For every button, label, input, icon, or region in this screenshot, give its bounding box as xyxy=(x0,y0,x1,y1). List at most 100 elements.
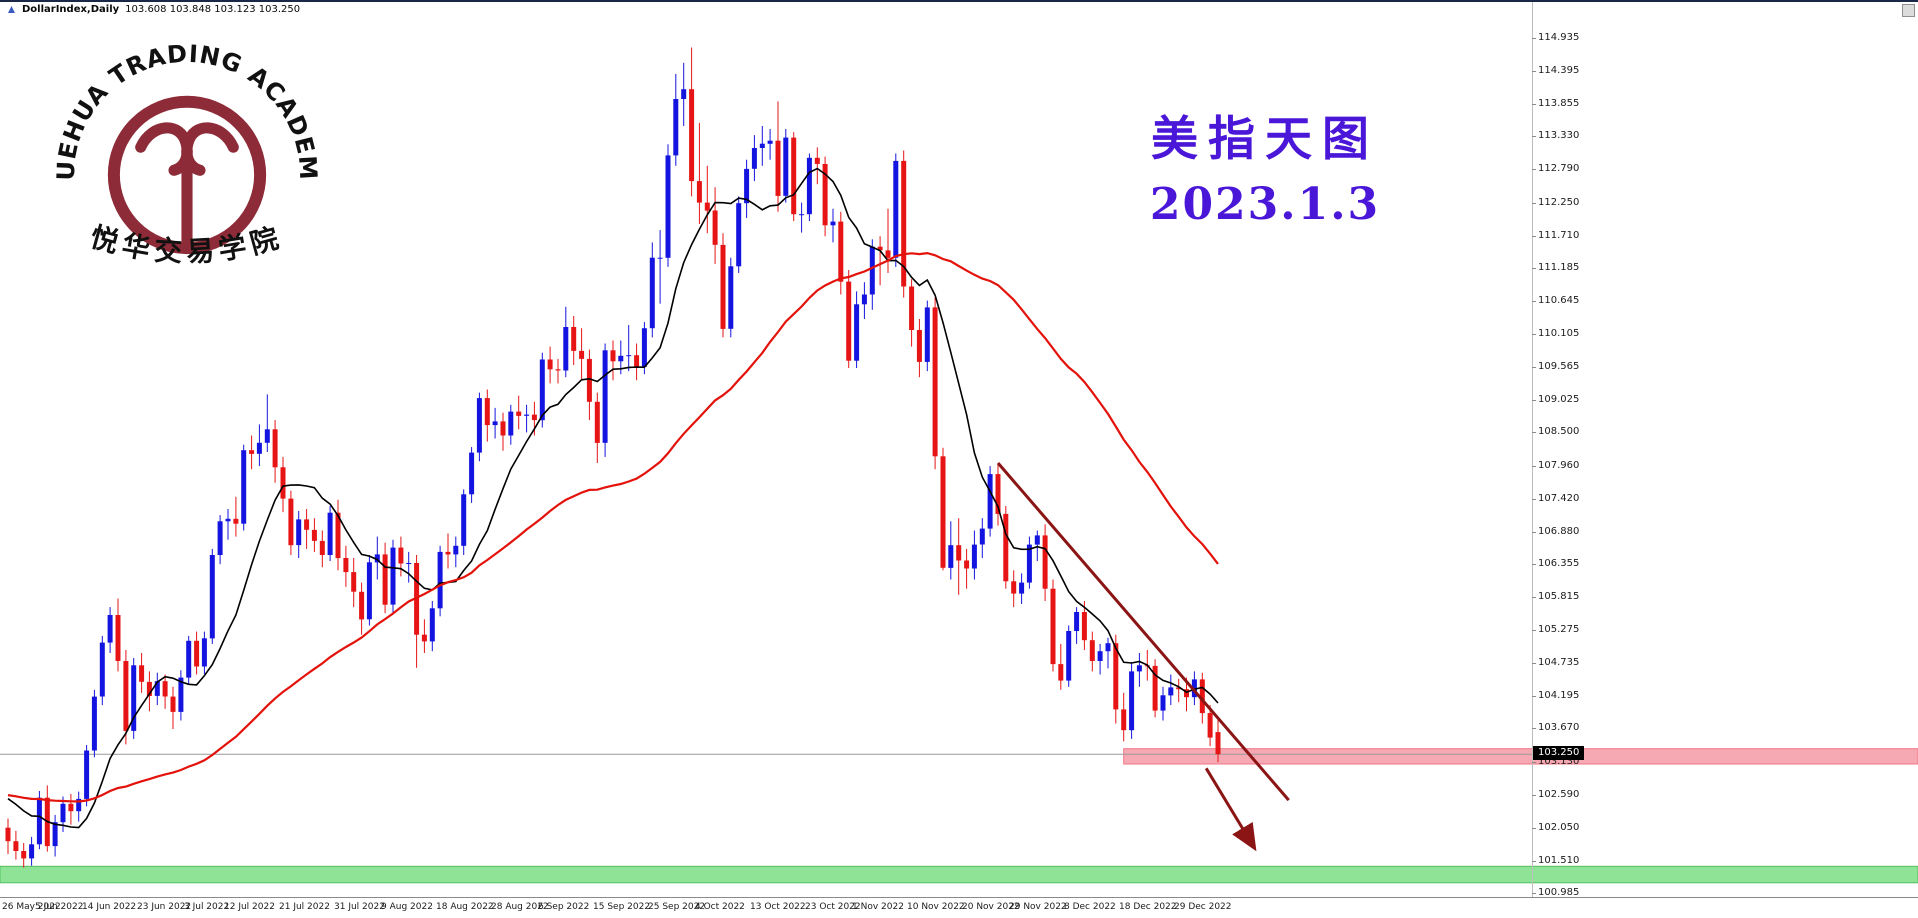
price-scale-label: 111.185 xyxy=(1538,262,1580,273)
price-scale-tick xyxy=(1532,728,1536,729)
price-scale-label: 100.985 xyxy=(1538,887,1580,898)
price-scale-tick xyxy=(1532,367,1536,368)
price-scale-label: 109.565 xyxy=(1538,361,1580,372)
price-scale-tick xyxy=(1532,301,1536,302)
window-top-border xyxy=(0,0,1918,2)
price-scale-label: 106.355 xyxy=(1538,558,1580,569)
time-axis-label: 21 Jul 2022 xyxy=(279,902,330,912)
time-axis-label: 10 Nov 2022 xyxy=(907,902,965,912)
price-scale-tick xyxy=(1532,597,1536,598)
time-axis-label: 6 Sep 2022 xyxy=(538,902,590,912)
ohlc-values: 103.608 103.848 103.123 103.250 xyxy=(125,4,301,15)
price-scale-label: 113.855 xyxy=(1538,98,1580,109)
price-scale-label: 102.050 xyxy=(1538,822,1580,833)
price-scale-label: 111.710 xyxy=(1538,230,1580,241)
price-scale-tick xyxy=(1532,828,1536,829)
symbol-icon xyxy=(8,6,15,13)
candles xyxy=(5,47,1221,868)
price-scale-label: 107.960 xyxy=(1538,460,1580,471)
price-scale-label: 110.105 xyxy=(1538,328,1580,339)
time-axis-label: 26 May 2022 xyxy=(2,902,61,912)
annotation-date: 2023.1.3 xyxy=(1149,179,1381,230)
time-axis-label: 4 Oct 2022 xyxy=(695,902,745,912)
time-axis-label: 3 Jul 2022 xyxy=(184,902,230,912)
time-axis-label: 23 Jun 2022 xyxy=(137,902,192,912)
support-zone[interactable] xyxy=(0,865,1918,884)
price-scale-label: 105.815 xyxy=(1538,591,1580,602)
down-arrow[interactable] xyxy=(1204,767,1257,852)
price-scale-tick xyxy=(1532,432,1536,433)
scroll-button[interactable] xyxy=(1902,4,1915,17)
annotation-title: 美指天图 xyxy=(1151,112,1379,167)
price-scale-tick xyxy=(1532,795,1536,796)
price-scale-label: 113.330 xyxy=(1538,130,1580,141)
ma-fast-line xyxy=(7,167,1219,829)
price-scale-label: 103.670 xyxy=(1538,722,1580,733)
price-scale-tick xyxy=(1532,136,1536,137)
price-scale-tick xyxy=(1532,169,1536,170)
price-scale-tick xyxy=(1532,466,1536,467)
ma-slow-line xyxy=(7,251,1219,803)
time-axis-label: 13 Oct 2022 xyxy=(750,902,806,912)
time-axis-label: 29 Dec 2022 xyxy=(1174,902,1232,912)
academy-logo: YUEHUA TRADING ACADEMY 悦华交易学院 xyxy=(38,0,326,290)
time-axis-label: 8 Dec 2022 xyxy=(1064,902,1116,912)
time-axis-label: 20 Nov 2022 xyxy=(962,902,1020,912)
price-scale-tick xyxy=(1532,893,1536,894)
price-scale-tick xyxy=(1532,104,1536,105)
price-scale-label: 103.130 xyxy=(1538,756,1580,767)
price-scale-label: 105.275 xyxy=(1538,624,1580,635)
current-price-tag: 103.250 xyxy=(1533,746,1585,760)
price-scale-tick xyxy=(1532,532,1536,533)
price-scale-label: 109.025 xyxy=(1538,394,1580,405)
logo-right-horn-icon xyxy=(181,122,239,176)
trendline[interactable] xyxy=(996,462,1290,802)
price-scale-label: 110.645 xyxy=(1538,295,1580,306)
price-scale-label: 104.735 xyxy=(1538,657,1580,668)
time-axis-label: 15 Sep 2022 xyxy=(593,902,651,912)
time-axis-label: 31 Jul 2022 xyxy=(334,902,385,912)
price-scale-tick xyxy=(1532,630,1536,631)
symbol-period-label: DollarIndex,Daily xyxy=(22,4,120,15)
price-scale-label: 102.590 xyxy=(1538,789,1580,800)
time-axis-label: 5 Jun 2022 xyxy=(35,902,84,912)
price-scale-label: 106.880 xyxy=(1538,526,1580,537)
price-scale[interactable]: 103.250 114.935 114.395 113.855 113.330 112.… xyxy=(1532,0,1918,898)
price-scale-label: 101.510 xyxy=(1538,855,1580,866)
price-scale-tick xyxy=(1532,334,1536,335)
price-scale-tick xyxy=(1532,762,1536,763)
logo-left-horn-icon xyxy=(135,122,193,176)
price-scale-label: 108.500 xyxy=(1538,426,1580,437)
current-price-value: 103.250 xyxy=(1538,747,1580,758)
price-scale-label: 114.395 xyxy=(1538,65,1580,76)
price-scale-label: 114.935 xyxy=(1538,32,1580,43)
time-axis-label: 9 Aug 2022 xyxy=(381,902,433,912)
price-scale-label: 112.790 xyxy=(1538,163,1580,174)
price-scale-tick xyxy=(1532,564,1536,565)
time-axis-label: 28 Aug 2022 xyxy=(491,902,549,912)
price-scale-tick xyxy=(1532,663,1536,664)
price-scale-tick xyxy=(1532,38,1536,39)
price-scale-tick xyxy=(1532,499,1536,500)
price-scale-label: 112.250 xyxy=(1538,197,1580,208)
price-scale-tick xyxy=(1532,236,1536,237)
time-axis-label: 23 Oct 2022 xyxy=(805,902,861,912)
price-scale-label: 104.195 xyxy=(1538,690,1580,701)
time-axis[interactable]: 26 May 2022 5 Jun 2022 14 Jun 2022 23 Jun 2… xyxy=(0,898,1918,918)
time-axis-label: 18 Dec 2022 xyxy=(1119,902,1177,912)
price-scale-tick xyxy=(1532,268,1536,269)
time-axis-label: 14 Jun 2022 xyxy=(82,902,137,912)
time-axis-label: 12 Jul 2022 xyxy=(224,902,275,912)
chart-title-bar: DollarIndex,Daily 103.608 103.848 103.12… xyxy=(7,4,300,15)
price-scale-separator xyxy=(1532,2,1533,897)
time-axis-label: 29 Nov 2022 xyxy=(1009,902,1067,912)
time-axis-separator xyxy=(0,897,1918,898)
price-scale-tick xyxy=(1532,696,1536,697)
price-scale-label: 107.420 xyxy=(1538,493,1580,504)
price-scale-tick xyxy=(1532,203,1536,204)
price-scale-tick xyxy=(1532,71,1536,72)
price-scale-tick xyxy=(1532,861,1536,862)
time-axis-label: 18 Aug 2022 xyxy=(436,902,494,912)
